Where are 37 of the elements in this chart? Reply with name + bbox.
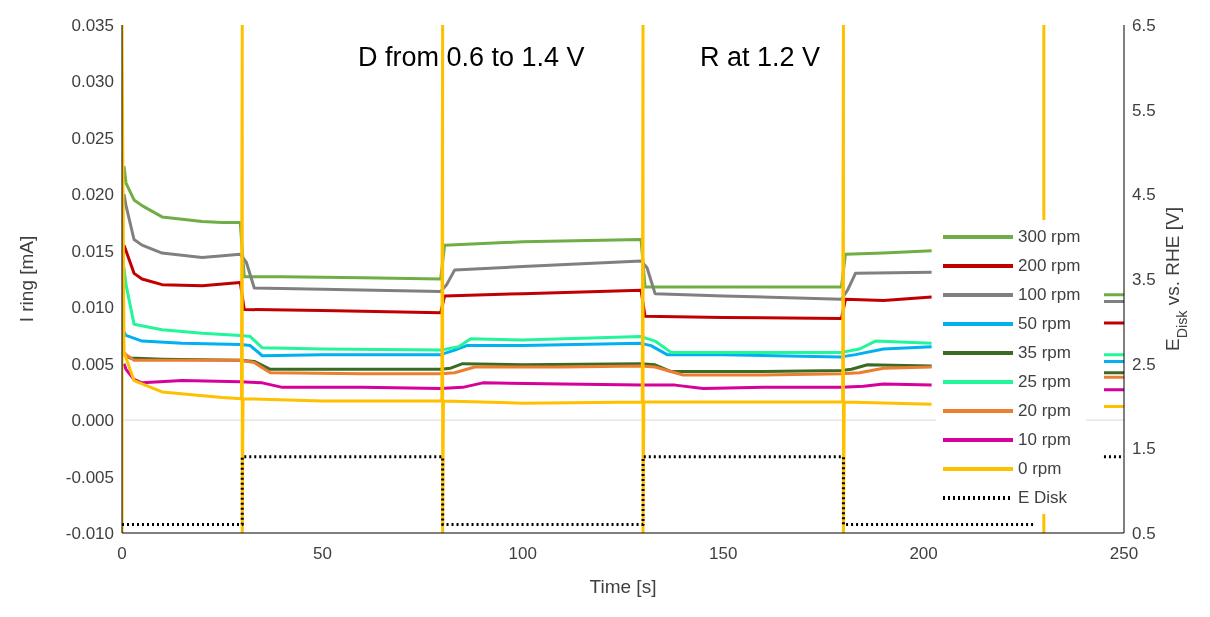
legend-label: 200 rpm xyxy=(1018,255,1081,276)
y-tick-label: 0.005 xyxy=(71,354,114,374)
legend-label: E Disk xyxy=(1018,487,1068,508)
y-axis-title: I ring [mA] xyxy=(15,235,37,323)
x-tick-label: 100 xyxy=(508,544,537,564)
y-tick-label: 0.020 xyxy=(71,185,114,205)
y2-tick-label: 2.5 xyxy=(1132,354,1156,374)
x-tick-label: 0 xyxy=(117,544,127,564)
y-tick-label: 0.000 xyxy=(71,411,114,431)
x-tick-label: 150 xyxy=(709,544,738,564)
y-tick-label: 0.025 xyxy=(71,128,114,148)
legend-label: 300 rpm xyxy=(1018,226,1081,247)
legend-label: 20 rpm xyxy=(1018,400,1071,421)
y2-tick-label: 6.5 xyxy=(1132,16,1156,36)
y-tick-label: 0.035 xyxy=(71,16,114,36)
legend-label: 10 rpm xyxy=(1018,429,1071,450)
y2-tick-label: 0.5 xyxy=(1132,524,1156,544)
legend-label: 0 rpm xyxy=(1018,458,1062,479)
x-tick-label: 50 xyxy=(312,544,332,564)
annotation: D from 0.6 to 1.4 V xyxy=(358,42,585,73)
y-tick-label: -0.010 xyxy=(65,524,114,544)
y2-tick-label: 3.5 xyxy=(1132,270,1156,290)
x-tick-label: 250 xyxy=(1109,544,1139,564)
y-tick-label: 0.030 xyxy=(71,72,114,92)
legend-label: 100 rpm xyxy=(1018,284,1081,305)
legend-label: 50 rpm xyxy=(1018,313,1071,334)
y2-tick-label: 5.5 xyxy=(1132,100,1156,120)
y-tick-label: -0.005 xyxy=(65,467,114,487)
x-tick-label: 200 xyxy=(909,544,938,564)
y2-tick-label: 1.5 xyxy=(1132,439,1156,459)
legend-label: 25 rpm xyxy=(1018,371,1071,392)
x-axis-title: Time [s] xyxy=(589,576,657,597)
y2-tick-label: 4.5 xyxy=(1132,185,1156,205)
y-tick-label: 0.015 xyxy=(71,241,114,261)
y-tick-label: 0.010 xyxy=(71,298,114,318)
legend-label: 35 rpm xyxy=(1018,342,1071,363)
annotation: R at 1.2 V xyxy=(700,42,821,73)
